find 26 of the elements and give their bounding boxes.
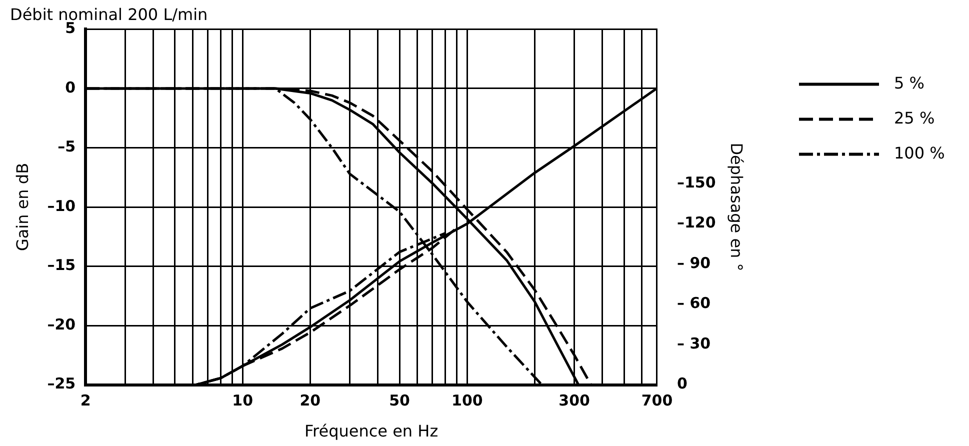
y2-tick-label: – 60 — [676, 294, 711, 312]
y2-tick-label: –150 — [676, 173, 716, 192]
y-tick-label: 5 — [65, 19, 76, 38]
x-tick-label: 300 — [558, 392, 590, 410]
x-tick-label: 100 — [452, 392, 483, 410]
y-tick-label: –25 — [47, 374, 76, 393]
x-tick-label: 2 — [80, 392, 91, 410]
y2-tick-label: – 30 — [676, 334, 711, 352]
y2-tick-label: – 90 — [676, 254, 711, 272]
y-tick-label: –10 — [47, 196, 76, 215]
y2-tick-label: 0 — [676, 374, 688, 393]
x-tick-label: 10 — [232, 392, 254, 410]
y-tick-label: –15 — [47, 256, 76, 274]
y-axis-title: Gain en dB — [12, 162, 32, 252]
y2-tick-label: –120 — [676, 214, 716, 232]
legend-label: 25 % — [894, 108, 935, 128]
y-tick-label: 0 — [65, 78, 76, 96]
x-tick-label: 700 — [641, 392, 673, 410]
y-tick-label: –20 — [47, 315, 76, 334]
legend-label: 5 % — [894, 73, 924, 92]
x-tick-label: 50 — [389, 392, 410, 410]
legend-label: 100 % — [894, 143, 945, 162]
y-tick-label: –5 — [58, 138, 76, 156]
x-tick-label: 20 — [300, 392, 321, 410]
y2-axis-title: Déphasage en ° — [727, 142, 746, 272]
x-axis-title: Fréquence en Hz — [304, 422, 438, 441]
